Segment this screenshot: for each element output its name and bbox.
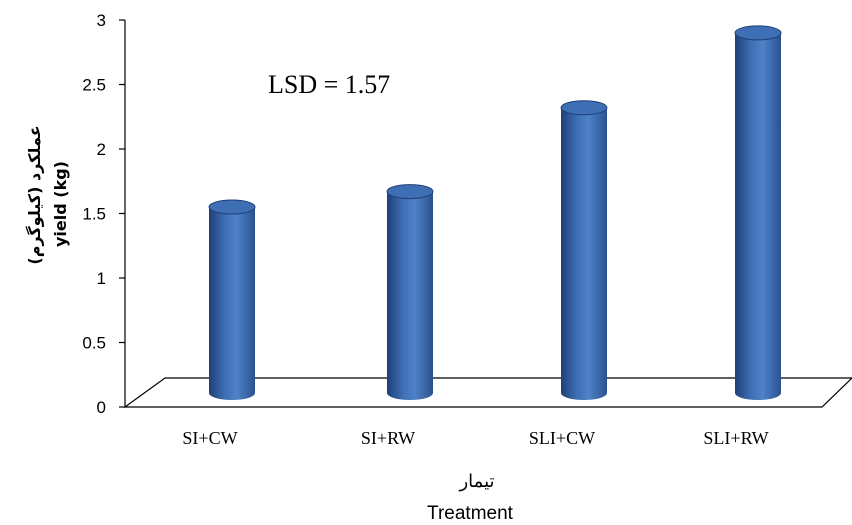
y-tick-label: 2 xyxy=(97,140,106,159)
y-tick-label: 0.5 xyxy=(82,334,106,353)
bar-body xyxy=(735,32,781,401)
y-axis-label-persian: عملکرد (کیلوگرم) xyxy=(25,125,44,264)
bar-top xyxy=(560,100,608,116)
y-tick-label: 2.5 xyxy=(82,76,106,95)
chart-floor xyxy=(123,377,852,408)
x-tick-label: SLI+RW xyxy=(703,428,768,448)
y-axis-label: yield (kg) xyxy=(51,161,70,247)
x-tick-label: SI+RW xyxy=(361,428,415,448)
x-axis-label: Treatment xyxy=(427,503,514,524)
y-axis-ticks: 0 0.5 1 1.5 2 2.5 3 xyxy=(82,11,125,417)
bar-top xyxy=(386,184,434,200)
bar-SLI+CW xyxy=(560,100,608,400)
x-tick-label: SLI+CW xyxy=(529,428,595,448)
bar-SI+CW xyxy=(208,199,256,400)
bar-body xyxy=(561,107,607,400)
y-tick-label: 1 xyxy=(97,269,106,288)
lsd-annotation: LSD = 1.57 xyxy=(268,70,390,99)
bar-SLI+RW xyxy=(734,25,782,401)
bars xyxy=(208,25,782,401)
x-axis-categories: SI+CW SI+RW SLI+CW SLI+RW xyxy=(182,428,768,448)
bar-SI+RW xyxy=(386,184,434,400)
bar-body xyxy=(209,207,255,400)
bar-body xyxy=(387,191,433,400)
bar-top xyxy=(208,199,256,215)
x-axis-label-persian: تیمار xyxy=(458,471,494,492)
y-tick-label: 1.5 xyxy=(82,205,106,224)
y-tick-label: 0 xyxy=(97,398,106,417)
bar-top xyxy=(734,25,782,41)
x-tick-label: SI+CW xyxy=(182,428,237,448)
y-tick-label: 3 xyxy=(97,11,106,30)
